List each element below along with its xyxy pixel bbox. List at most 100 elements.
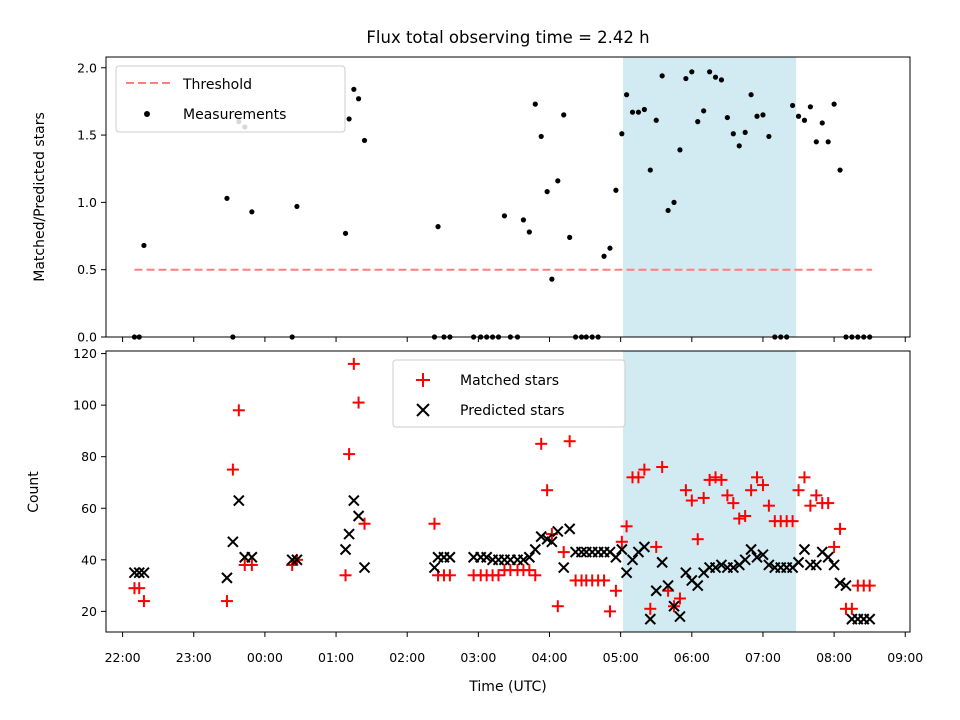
predicted-star-point [798,543,811,556]
matched-star-point [529,569,542,582]
matched-star-point [535,437,548,450]
legend-measurements-label: Measurements [183,107,286,123]
matched-star-point [644,602,657,615]
bottom-x-tick-label: 01:00 [318,650,354,665]
measurement-point [435,224,441,230]
top-y-tick-label: 1.0 [77,195,97,210]
predicted-star-point [810,559,823,571]
predicted-star-point [563,523,576,535]
predicted-star-point [558,561,570,574]
measurement-point [526,229,532,235]
measurement-point [831,101,837,107]
top-y-axis: 0.0 0.5 1.0 1.5 2.0 [77,60,106,345]
measurement-point [224,195,230,201]
predicted-star-point [133,566,145,579]
matched-star-point [863,579,876,592]
matched-star-point [615,535,628,548]
predicted-star-point [620,566,633,579]
predicted-star-point [428,561,441,574]
predicted-star-point [757,548,769,561]
matched-star-point [798,471,811,484]
measurement-point [695,119,701,125]
predicted-star-point [291,554,303,566]
predicted-star-point [763,559,775,571]
legend-predicted-swatch [416,403,430,417]
matched-star-point [733,512,746,525]
predicted-star-point [616,543,628,556]
matched-star-point [703,473,716,486]
measurement-point [766,133,772,140]
predicted-star-point [822,551,834,563]
matched-star-point [358,517,371,530]
predicted-star-point [444,551,456,563]
matched-star-point [245,558,258,571]
matched-star-point [603,605,616,618]
legend-threshold-label: Threshold [182,77,252,93]
measurement-point [607,245,613,251]
measurement-point [567,234,573,240]
measurement-point [677,147,683,153]
predicted-star-point [546,536,558,548]
measurement-point [647,167,653,173]
bottom-y-tick-label: 80 [81,449,97,464]
bottom-x-tick-label: 23:00 [176,650,212,665]
measurement-point [819,120,825,126]
matched-star-point [691,533,704,546]
measurement-point [555,178,561,184]
predicted-star-point [840,579,852,592]
measurement-point [635,109,642,115]
measurement-point [760,112,766,118]
measurement-point [294,203,300,210]
matched-star-point [232,404,245,417]
bottom-y-axis-label: Count [26,471,42,513]
top-y-tick-label: 0.5 [77,262,97,277]
top-y-tick-label: 2.0 [77,60,97,75]
matched-star-point [638,463,651,476]
matched-star-point [792,484,805,497]
measurement-point [601,253,607,259]
predicted-star-point [138,566,150,579]
top-legend: Threshold Measurements [115,65,346,133]
matched-star-point [609,584,622,597]
matched-star-point [762,499,775,512]
top-panel: Flux total observing time = 2.42 h 0.00.… [32,28,911,345]
measurement-point [561,112,567,118]
measurement-point [795,113,802,119]
predicted-star-point [745,543,757,556]
measurement-point [736,143,742,149]
measurement-point [813,139,819,145]
matched-star-point [786,515,799,528]
matched-star-point [137,595,150,608]
matched-star-point [632,471,645,484]
top-legend-box [115,65,346,133]
measurement-point [665,207,671,214]
measurement-point [342,230,349,236]
matched-star-point [679,484,692,497]
predicted-star-point [828,559,840,571]
matched-star-point [650,540,663,553]
predicted-star-point [692,579,704,592]
matched-star-point [551,600,564,613]
measurement-point [653,117,659,123]
predicted-star-point [715,559,728,571]
matched-star-point [656,461,669,474]
matched-star-point [727,497,740,510]
bottom-x-tick-label: 22:00 [105,650,141,665]
matched-star-point [347,357,360,370]
legend-predicted-label: Predicted stars [460,403,565,419]
bottom-legend-box [392,359,626,428]
predicted-star-point [680,566,692,579]
bottom-x-tick-label: 05:00 [603,650,639,665]
matched-star-point [620,520,633,533]
predicted-star-point [709,561,722,574]
bottom-x-tick-label: 06:00 [674,650,710,665]
predicted-star-point [517,554,530,566]
matched-star-point [133,582,146,595]
measurement-point [520,217,527,223]
matched-stars-series [128,357,876,618]
matched-star-point [343,448,356,461]
top-plot-frame [105,56,911,338]
predicted-star-point [751,551,763,563]
matched-star-point [443,569,456,582]
